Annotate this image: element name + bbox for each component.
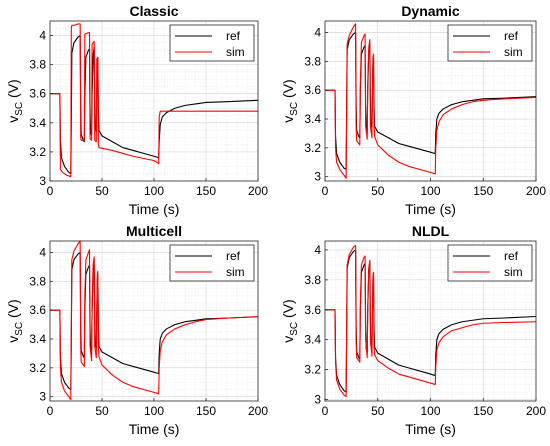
chart-nldl-series-sim xyxy=(325,244,537,398)
chart-dynamic-x-tick-label: 0 xyxy=(322,184,329,198)
chart-classic-y-axis-label-main: v xyxy=(5,116,21,123)
chart-nldl-x-tick-label: 0 xyxy=(322,404,329,418)
chart-dynamic-y-axis-label-sub: SC xyxy=(289,102,300,116)
chart-multicell-y-tick-label: 3.6 xyxy=(29,303,46,317)
chart-multicell-y-tick-label: 3.4 xyxy=(29,332,46,346)
chart-classic-legend-label-ref: ref xyxy=(226,29,241,43)
chart-nldl-y-tick-label: 4 xyxy=(314,243,321,257)
chart-nldl-y-tick-label: 3.8 xyxy=(304,273,321,287)
chart-multicell-y-tick-label: 3.8 xyxy=(29,274,46,288)
chart-nldl-x-axis-label: Time (s) xyxy=(405,421,456,437)
chart-classic-y-tick-label: 3.8 xyxy=(29,58,46,72)
chart-multicell-legend-box xyxy=(169,244,255,282)
chart-dynamic-y-tick-label: 3.4 xyxy=(304,112,321,126)
chart-multicell-series-sim xyxy=(50,240,259,401)
chart-multicell-y-axis-label-unit: (V) xyxy=(5,299,21,322)
chart-multicell-legend: ref sim xyxy=(169,244,255,282)
chart-dynamic-title: Dynamic xyxy=(401,3,460,19)
chart-nldl-x-tick-label: 150 xyxy=(473,404,493,418)
chart-nldl-y-axis-label-unit: (V) xyxy=(280,299,296,322)
chart-dynamic-legend-label-sim: sim xyxy=(504,45,523,59)
chart-multicell-y-tick-label: 3.2 xyxy=(29,361,46,375)
chart-nldl-legend-box xyxy=(447,244,533,282)
chart-dynamic-legend-label-ref: ref xyxy=(504,29,519,43)
chart-multicell-x-tick-label: 50 xyxy=(95,404,109,418)
chart-classic-y-tick-label: 3.6 xyxy=(29,87,46,101)
chart-multicell-x-tick-label: 100 xyxy=(144,404,164,418)
chart-nldl-legend-label-sim: sim xyxy=(504,265,523,279)
chart-dynamic-grid xyxy=(325,21,536,181)
chart-multicell-y-tick-label: 4 xyxy=(39,246,46,260)
chart-multicell-x-axis-label: Time (s) xyxy=(129,421,180,437)
chart-multicell-legend-label-ref: ref xyxy=(226,249,241,263)
chart-multicell-y-axis-label-main: v xyxy=(5,336,21,343)
chart-dynamic-y-axis-label: vSC (V) xyxy=(280,79,300,122)
panel-classic: 0 50 100 150 200 3 3.2 3.4 3.6 3.8 4 Classic Time (s… xyxy=(5,3,268,217)
chart-classic-y-axis-label-sub: SC xyxy=(14,102,25,116)
chart-nldl-x-tick-label: 50 xyxy=(371,404,385,418)
chart-dynamic-series-sim xyxy=(325,23,537,179)
chart-nldl-y-tick-label: 3.2 xyxy=(304,363,321,377)
chart-dynamic-x-tick-label: 100 xyxy=(420,184,440,198)
chart-dynamic-x-tick-label: 200 xyxy=(526,184,546,198)
chart-multicell-y-tick-label: 3 xyxy=(39,390,46,404)
chart-classic-y-tick-label: 3.2 xyxy=(29,145,46,159)
panel-multicell: 0 50 100 150 200 3 3.2 3.4 3.6 3.8 4 Multicell Time … xyxy=(5,223,268,437)
chart-multicell-x-tick-label: 200 xyxy=(248,404,268,418)
chart-classic-title: Classic xyxy=(129,3,178,19)
chart-classic-legend-box xyxy=(169,24,255,62)
chart-nldl-x-tick-label: 200 xyxy=(526,404,546,418)
chart-dynamic-y-tick-label: 3.8 xyxy=(304,54,321,68)
chart-classic-y-axis-label: vSC (V) xyxy=(5,79,25,122)
chart-nldl-y-tick-label: 3 xyxy=(314,393,321,407)
chart-multicell-y-axis-label-sub: SC xyxy=(14,322,25,336)
chart-multicell-y-axis-label: vSC (V) xyxy=(5,299,25,342)
chart-dynamic-y-tick-label: 3.6 xyxy=(304,83,321,97)
chart-nldl-legend-label-ref: ref xyxy=(504,249,519,263)
chart-dynamic-x-tick-label: 50 xyxy=(371,184,385,198)
chart-classic-x-tick-label: 150 xyxy=(196,184,216,198)
chart-multicell-x-tick-label: 0 xyxy=(47,404,54,418)
chart-classic-y-axis-label-unit: (V) xyxy=(5,79,21,102)
panel-nldl: 0 50 100 150 200 3 3.2 3.4 3.6 3.8 4 NLDL Time (s) vS… xyxy=(280,223,546,437)
chart-multicell-title: Multicell xyxy=(126,223,182,239)
chart-classic-x-tick-label: 200 xyxy=(248,184,268,198)
chart-dynamic-x-axis-label: Time (s) xyxy=(405,201,456,217)
chart-classic-x-tick-label: 50 xyxy=(95,184,109,198)
chart-classic-y-tick-label: 4 xyxy=(39,29,46,43)
chart-classic-legend-label-sim: sim xyxy=(226,45,245,59)
chart-nldl-y-axis-label-sub: SC xyxy=(289,322,300,336)
chart-classic-legend: ref sim xyxy=(169,24,255,62)
chart-dynamic-y-axis-label-main: v xyxy=(280,116,296,123)
chart-dynamic-x-tick-label: 150 xyxy=(473,184,493,198)
chart-multicell-x-tick-label: 150 xyxy=(196,404,216,418)
chart-nldl-y-axis-label-main: v xyxy=(280,336,296,343)
chart-nldl-y-tick-label: 3.4 xyxy=(304,333,321,347)
chart-multicell-legend-label-sim: sim xyxy=(226,265,245,279)
chart-dynamic-y-tick-label: 3.2 xyxy=(304,141,321,155)
chart-dynamic-y-tick-label: 3 xyxy=(314,170,321,184)
chart-nldl-legend: ref sim xyxy=(447,244,533,282)
chart-nldl-y-axis-label: vSC (V) xyxy=(280,299,300,342)
panel-dynamic: 0 50 100 150 200 3 3.2 3.4 3.6 3.8 4 Dynamic Time (s… xyxy=(280,3,546,217)
chart-dynamic-y-tick-label: 4 xyxy=(314,26,321,40)
chart-classic-y-tick-label: 3.4 xyxy=(29,116,46,130)
chart-classic-x-axis-label: Time (s) xyxy=(129,201,180,217)
chart-classic-y-tick-label: 3 xyxy=(39,174,46,188)
chart-nldl-x-tick-label: 100 xyxy=(420,404,440,418)
chart-classic-series-sim xyxy=(50,23,258,178)
chart-dynamic-legend: ref sim xyxy=(447,24,533,62)
chart-dynamic-legend-box xyxy=(447,24,533,62)
chart-classic-x-tick-label: 0 xyxy=(47,184,54,198)
chart-nldl-title: NLDL xyxy=(412,223,450,239)
chart-dynamic-y-axis-label-unit: (V) xyxy=(280,79,296,102)
chart-nldl-y-tick-label: 3.6 xyxy=(304,303,321,317)
chart-classic-x-tick-label: 100 xyxy=(144,184,164,198)
